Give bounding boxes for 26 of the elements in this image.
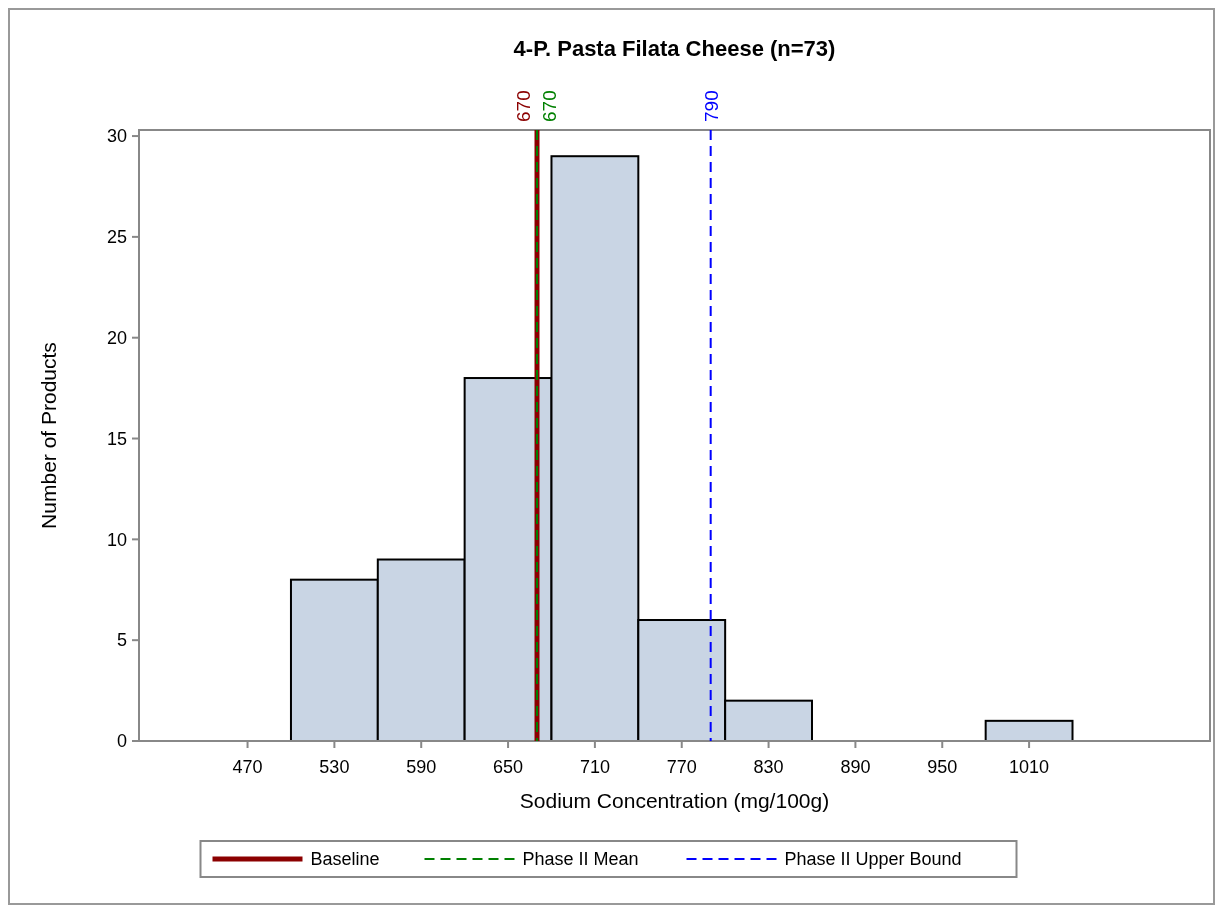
y-tick-label: 30 xyxy=(106,126,127,147)
x-axis-title: Sodium Concentration (mg/100g) xyxy=(519,789,830,812)
x-tick-label: 470 xyxy=(232,757,263,777)
x-tick-label: 530 xyxy=(319,757,350,777)
y-tick-label: 15 xyxy=(106,428,127,449)
x-tick-label: 590 xyxy=(406,757,437,777)
y-tick-label: 25 xyxy=(106,227,127,248)
y-tick-label: 10 xyxy=(106,529,127,550)
legend-label: Baseline xyxy=(310,849,380,870)
y-tick-label: 20 xyxy=(106,328,127,348)
x-tick-label: 890 xyxy=(840,757,871,777)
y-tick-label: 0 xyxy=(116,731,127,752)
x-tick-label: 650 xyxy=(493,757,524,777)
legend-label: Phase II Mean xyxy=(522,849,639,870)
x-tick-label: 830 xyxy=(753,757,784,777)
x-tick-label: 1010 xyxy=(1009,757,1050,777)
legend-label: Phase II Upper Bound xyxy=(784,849,962,870)
x-tick-label: 950 xyxy=(927,757,958,777)
y-tick-label: 5 xyxy=(116,630,127,651)
text: 670 xyxy=(513,90,535,122)
x-tick-label: 710 xyxy=(579,757,610,777)
y-axis-title: Number of Products xyxy=(37,342,60,529)
chart-title: 4-P. Pasta Filata Cheese (n=73) xyxy=(513,36,836,61)
x-tick-label: 770 xyxy=(666,757,697,777)
text: 790 xyxy=(700,90,722,122)
text: 670 xyxy=(539,90,561,122)
